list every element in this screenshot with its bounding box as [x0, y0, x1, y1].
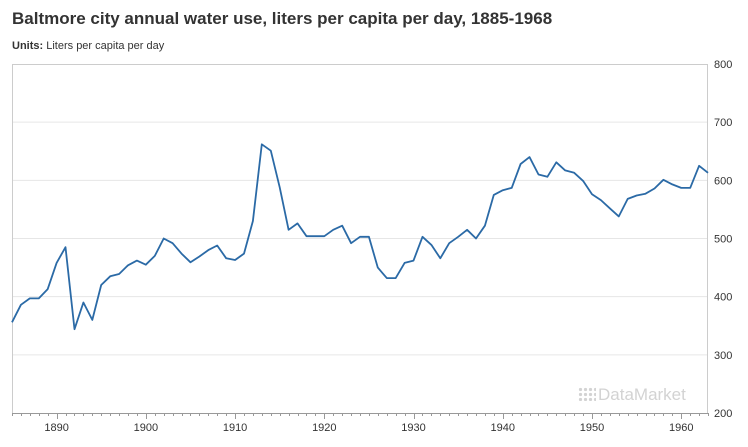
- x-tick-label: 1890: [44, 422, 68, 434]
- units-label: Units:: [12, 40, 44, 52]
- x-tick-label: 1930: [401, 422, 425, 434]
- y-tick-label: 800: [714, 59, 732, 71]
- units-value: Liters per capita per day: [46, 40, 165, 52]
- series-line: [11, 143, 709, 331]
- watermark-text: DataMarket: [598, 385, 686, 404]
- x-tick-label: 1950: [580, 422, 604, 434]
- y-tick-label: 300: [714, 350, 732, 362]
- x-tick-label: 1920: [312, 422, 336, 434]
- x-tick-label: 1900: [134, 422, 158, 434]
- y-tick-label: 700: [714, 117, 732, 129]
- units-line: Units: Liters per capita per day: [12, 40, 164, 52]
- datamarket-logo-icon: [578, 387, 596, 401]
- datamarket-watermark: DataMarket: [578, 385, 686, 405]
- x-tick-label: 1940: [491, 422, 515, 434]
- x-tick-label: 1910: [223, 422, 247, 434]
- y-tick-label: 200: [714, 408, 732, 420]
- chart-title: Baltmore city annual water use, liters p…: [12, 9, 553, 28]
- y-tick-label: 400: [714, 292, 732, 304]
- x-tick-label: 1960: [669, 422, 693, 434]
- y-tick-label: 500: [714, 234, 732, 246]
- y-tick-label: 600: [714, 175, 732, 187]
